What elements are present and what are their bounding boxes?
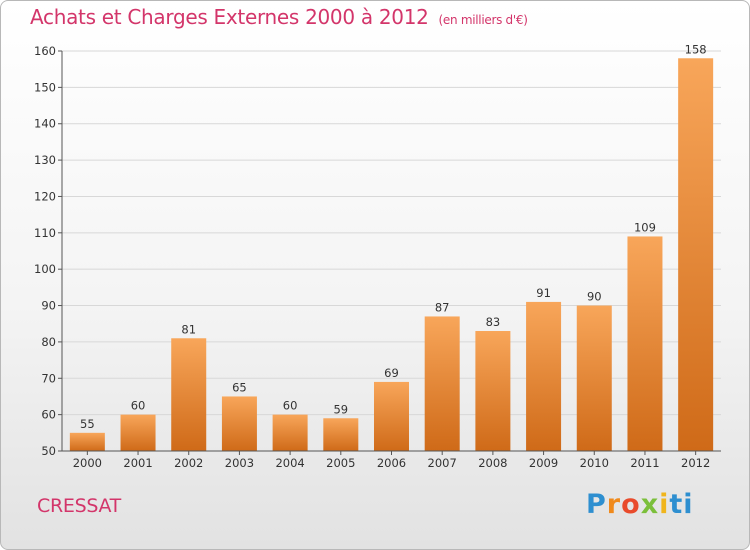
- bar: [424, 316, 460, 451]
- bar: [69, 432, 105, 451]
- x-tick-label: 2011: [630, 456, 659, 470]
- x-tick-label: 2004: [275, 456, 304, 470]
- chart-title: Achats et Charges Externes 2000 à 2012 (e…: [30, 5, 528, 29]
- data-label: 109: [634, 220, 656, 234]
- y-tick-label: 70: [41, 371, 56, 385]
- logo-letter: ti: [669, 489, 694, 520]
- logo-letter: o: [621, 489, 641, 520]
- y-tick-label: 160: [34, 44, 56, 58]
- bar: [576, 305, 612, 451]
- bar: [272, 414, 308, 451]
- y-tick-label: 130: [34, 153, 56, 167]
- data-label: 158: [685, 42, 707, 56]
- x-tick-label: 2012: [681, 456, 710, 470]
- x-tick-label: 2001: [123, 456, 152, 470]
- title-text: Achats et Charges Externes 2000 à 2012: [30, 5, 429, 29]
- y-tick-label: 110: [34, 226, 56, 240]
- bar: [171, 338, 207, 451]
- place-name: CRESSAT: [37, 495, 121, 517]
- data-label: 87: [435, 300, 450, 314]
- y-tick-label: 140: [34, 117, 56, 131]
- bar: [120, 414, 156, 451]
- x-tick-label: 2006: [377, 456, 406, 470]
- logo-letter: i: [659, 489, 670, 520]
- x-tick-label: 2009: [529, 456, 558, 470]
- data-label: 59: [333, 402, 348, 416]
- proxiti-logo: Proxiti: [586, 489, 694, 520]
- bar: [678, 58, 714, 451]
- y-tick-label: 150: [34, 80, 56, 94]
- x-tick-label: 2005: [326, 456, 355, 470]
- x-tick-label: 2000: [73, 456, 102, 470]
- data-label: 60: [131, 399, 146, 413]
- x-tick-label: 2002: [174, 456, 203, 470]
- data-label: 90: [587, 290, 602, 304]
- data-label: 55: [80, 417, 95, 431]
- data-label: 81: [181, 322, 196, 336]
- bar: [526, 301, 562, 451]
- logo-letter: x: [640, 489, 660, 520]
- bar: [221, 396, 257, 451]
- y-tick-label: 80: [41, 335, 56, 349]
- data-label: 69: [384, 366, 399, 380]
- x-tick-label: 2010: [580, 456, 609, 470]
- x-tick-label: 2003: [225, 456, 254, 470]
- data-label: 91: [536, 286, 551, 300]
- y-tick-label: 50: [41, 444, 56, 458]
- bar: [323, 418, 359, 451]
- data-label: 83: [486, 315, 501, 329]
- logo-letter: r: [606, 489, 622, 520]
- bar: [627, 236, 663, 451]
- logo-letter: P: [586, 489, 607, 520]
- data-label: 60: [283, 399, 298, 413]
- y-tick-label: 120: [34, 189, 56, 203]
- x-tick-label: 2007: [428, 456, 457, 470]
- y-tick-label: 60: [41, 408, 56, 422]
- bar: [374, 381, 409, 451]
- x-tick-label: 2008: [478, 456, 507, 470]
- y-tick-label: 90: [41, 299, 56, 313]
- unit-label: (en milliers d'€): [438, 13, 528, 27]
- data-label: 65: [232, 380, 247, 394]
- bar: [475, 331, 511, 451]
- y-tick-label: 100: [34, 262, 56, 276]
